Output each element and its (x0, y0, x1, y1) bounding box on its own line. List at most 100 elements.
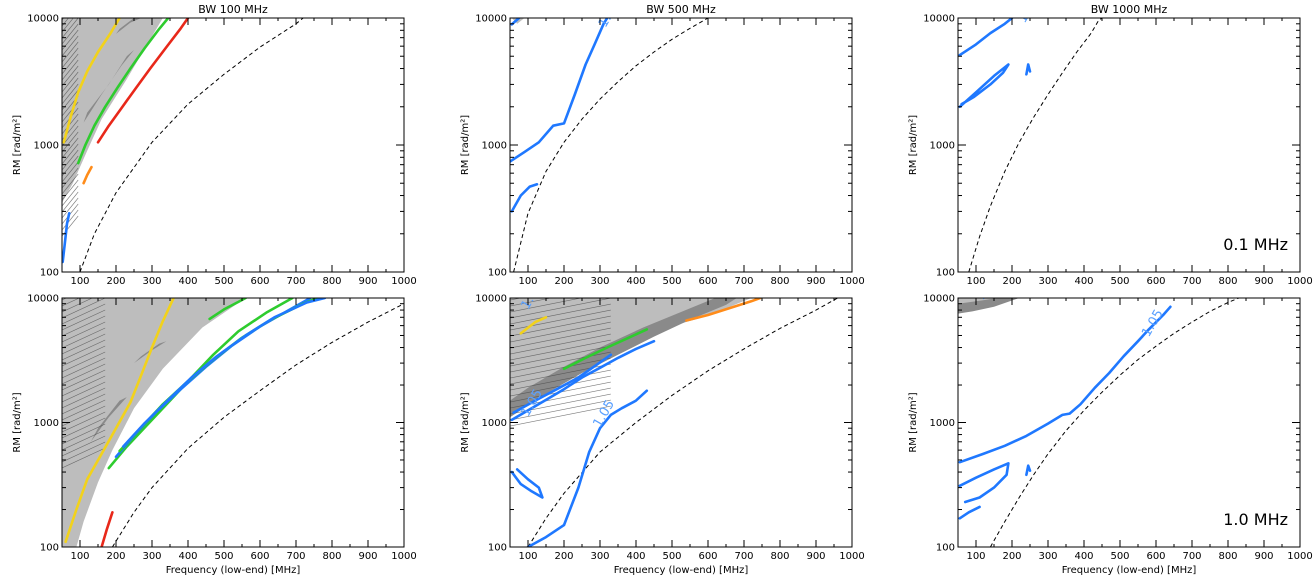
hatch-line (510, 405, 611, 427)
x-tick-label: 100 (70, 551, 89, 562)
y-tick-label: 100 (40, 543, 59, 554)
shaded-region (511, 18, 525, 24)
hatch-line (62, 298, 80, 307)
hatch-line (510, 298, 583, 313)
x-tick-label: 800 (322, 551, 341, 562)
x-tick-label: 500 (1110, 551, 1129, 562)
cutoff-curve (111, 303, 404, 547)
cutoff-curve (527, 298, 838, 547)
x-tick-label: 1000 (839, 276, 864, 287)
panel-annotation: 0.1 MHz (1223, 235, 1288, 254)
hatch-line (62, 381, 106, 403)
x-tick-label: 200 (1002, 276, 1021, 287)
x-tick-label: 400 (178, 551, 197, 562)
hatch-line (62, 399, 106, 421)
y-tick-label: 100 (40, 268, 59, 279)
hatch-line (62, 357, 106, 379)
y-tick-label: 1000 (930, 141, 955, 152)
y-tick-label: 10000 (27, 14, 59, 25)
hatch-line (62, 363, 106, 385)
plot-area: 1.05 1.05 (958, 298, 1239, 547)
hatch-line (62, 23, 79, 45)
hatch-line (62, 244, 105, 264)
y-tick-label: 10000 (923, 14, 955, 25)
hatch-line (510, 256, 611, 276)
hatch-line (62, 185, 79, 207)
x-tick-label: 500 (1110, 276, 1129, 287)
x-tick-label: 700 (1182, 551, 1201, 562)
hatch-line (62, 155, 79, 177)
hatch-line (62, 18, 69, 27)
y-tick-label: 10000 (475, 14, 507, 25)
shaded-region (958, 298, 998, 304)
hatch-line (510, 327, 611, 349)
hatch-line (510, 339, 611, 361)
x-tick-label: 900 (806, 551, 825, 562)
hatch-line (62, 35, 79, 57)
shaded-region (62, 298, 246, 547)
hatch-line (510, 351, 611, 373)
x-tick-label: 500 (214, 276, 233, 287)
y-tick-label: 100 (488, 543, 507, 554)
x-tick-label: 600 (1146, 276, 1165, 287)
hatch-line (510, 309, 611, 331)
contour-series (1025, 464, 1032, 477)
panel-1: 100 200 300 400 500 600 700 800 900 1000 100 1000 10… (12, 0, 417, 287)
x-tick-label: 500 (662, 551, 681, 562)
x-tick-label: 1000 (391, 551, 416, 562)
hatch-line (62, 18, 74, 33)
x-tick-label: 100 (966, 276, 985, 287)
hatch-line (510, 333, 611, 355)
contour-series (100, 510, 114, 547)
x-tick-label: 300 (590, 551, 609, 562)
plot-area (62, 244, 404, 547)
hatch-line (510, 399, 611, 421)
x-tick-label: 1000 (391, 276, 416, 287)
hatch-line (62, 18, 79, 39)
y-tick-label: 100 (936, 543, 955, 554)
contour-series (96, 18, 190, 144)
hatch-line (62, 387, 106, 409)
y-axis-label: RM [rad/m²] (460, 115, 471, 175)
contour-series (562, 328, 649, 371)
hatch-line (62, 423, 106, 445)
plot-area (62, 0, 304, 272)
panel-title: BW 500 MHz (646, 3, 716, 16)
contour-series (958, 305, 1172, 464)
y-axis-label: RM [rad/m²] (12, 392, 23, 452)
plot-area: 1.051.05 1.05 (510, 256, 838, 547)
x-tick-label: 900 (358, 276, 377, 287)
y-axis-label: RM [rad/m²] (908, 115, 919, 175)
shaded-region (62, 18, 163, 203)
cutoff-curve (968, 18, 1103, 272)
x-tick-label: 400 (1074, 551, 1093, 562)
contour-series (526, 389, 649, 547)
hatch-line (510, 357, 611, 379)
x-axis-label: Frequency (low-end) [MHz] (166, 565, 301, 576)
hatch-line (62, 327, 106, 349)
hatch-line (510, 345, 611, 367)
hatch-line (62, 41, 79, 63)
hatch-line (62, 167, 79, 189)
hatch-line (510, 298, 553, 307)
hatch-line (510, 321, 611, 343)
plot-area: 1.05 (510, 18, 709, 272)
hatch-line (62, 161, 79, 183)
hatch-line (62, 298, 106, 319)
hatch-line (62, 0, 78, 2)
contour-label: 1.05 (1015, 0, 1042, 26)
hatch-line (62, 77, 79, 99)
x-tick-label: 500 (662, 276, 681, 287)
shaded-region (958, 298, 1020, 314)
hatch-line (62, 83, 79, 105)
x-tick-label: 900 (1254, 276, 1273, 287)
x-tick-label: 200 (554, 276, 573, 287)
x-tick-label: 500 (214, 551, 233, 562)
plot-area: 1.05 (958, 0, 1103, 272)
x-tick-label: 800 (1218, 276, 1237, 287)
y-axis-label: RM [rad/m²] (908, 392, 919, 452)
x-tick-label: 300 (142, 551, 161, 562)
y-tick-label: 1000 (34, 141, 59, 152)
